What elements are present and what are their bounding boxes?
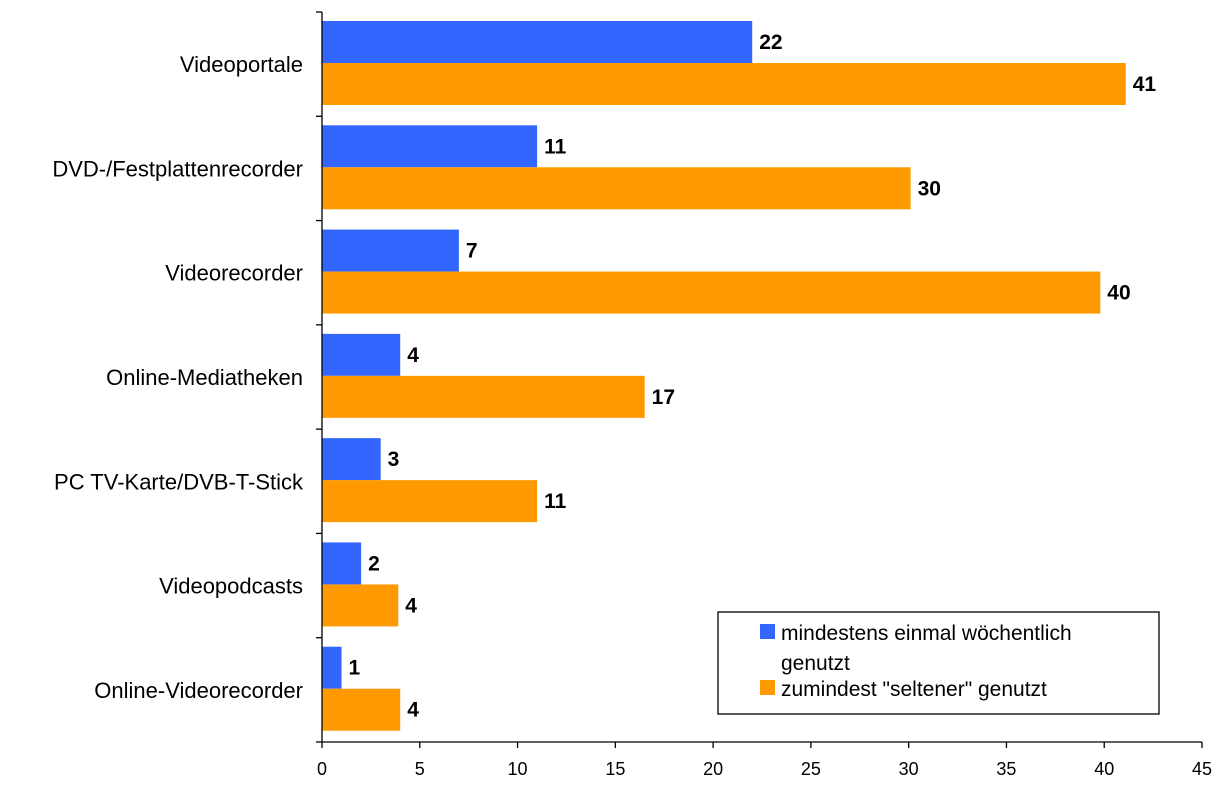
x-tick-label-0: 0 [317, 759, 327, 779]
data-label-series2-6: 4 [405, 594, 417, 617]
legend-label-series1: mindestens einmal wöchentlich genutzt [781, 622, 1072, 675]
x-tick-label-6: 30 [899, 759, 919, 779]
data-label-series1-1: 22 [759, 31, 782, 54]
bar-series1-4 [322, 333, 401, 376]
category-label-5: PC TV-Karte/DVB-T-Stick [54, 469, 304, 494]
bar-series2-7 [322, 688, 401, 731]
data-label-series2-1: 41 [1133, 73, 1157, 96]
bar-series1-7 [322, 646, 342, 689]
data-label-series2-4: 17 [652, 386, 675, 409]
x-tick-label-7: 35 [996, 759, 1016, 779]
bar-series1-1 [322, 21, 753, 63]
data-label-series2-5: 11 [544, 490, 567, 513]
x-tick-label-8: 40 [1094, 759, 1114, 779]
x-tick-label-4: 20 [703, 759, 723, 779]
x-tick-label-1: 5 [415, 759, 425, 779]
labels-layer: 2241Videoportale1130DVD-/Festplattenreco… [52, 31, 1156, 722]
data-label-series2-2: 30 [918, 177, 941, 200]
bar-series1-5 [322, 438, 381, 481]
bar-series1-2 [322, 125, 538, 168]
category-label-3: Videorecorder [165, 261, 303, 286]
bar-series2-1 [322, 63, 1126, 105]
x-tick-label-9: 45 [1192, 759, 1212, 779]
bar-series2-3 [322, 271, 1101, 314]
category-label-6: Videopodcasts [159, 574, 303, 599]
data-label-series1-5: 3 [388, 448, 400, 471]
category-label-2: DVD-/Festplattenrecorder [52, 156, 303, 181]
bar-series2-2 [322, 167, 911, 210]
data-label-series1-4: 4 [407, 344, 419, 367]
bar-series1-3 [322, 229, 459, 272]
bar-series1-6 [322, 542, 362, 585]
data-label-series1-6: 2 [368, 552, 380, 575]
category-label-4: Online-Mediatheken [106, 365, 303, 390]
data-label-series1-3: 7 [466, 240, 478, 263]
x-tick-label-5: 25 [801, 759, 821, 779]
bars-layer [322, 21, 1126, 731]
axes-layer: 0 5 10 15 20 25 30 35 40 45 [316, 11, 1212, 779]
data-label-series1-2: 11 [544, 135, 567, 158]
data-label-series2-7: 4 [407, 699, 419, 722]
legend: mindestens einmal wöchentlich genutzt zumi… [717, 611, 1160, 715]
bar-series2-5 [322, 480, 538, 523]
x-tick-label-2: 10 [508, 759, 528, 779]
data-label-series1-7: 1 [349, 657, 361, 680]
legend-label-series2: zumindest "seltener" genutzt [781, 678, 1047, 701]
legend-box [717, 611, 1160, 715]
legend-swatch-series1 [760, 624, 775, 639]
bar-series2-4 [322, 375, 645, 418]
x-tick-label-3: 15 [605, 759, 625, 779]
legend-swatch-series2 [760, 680, 775, 695]
category-label-1: Videoportale [180, 52, 303, 77]
bar-series2-6 [322, 584, 399, 627]
category-label-7: Online-Videorecorder [94, 678, 303, 703]
data-label-series2-3: 40 [1107, 282, 1130, 305]
